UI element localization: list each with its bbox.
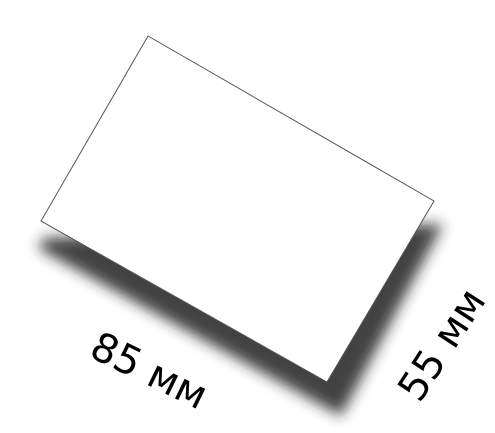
height-dimension-label: 55 мм — [389, 280, 495, 409]
width-dimension-label: 85 мм — [83, 323, 215, 419]
business-card — [40, 35, 435, 383]
